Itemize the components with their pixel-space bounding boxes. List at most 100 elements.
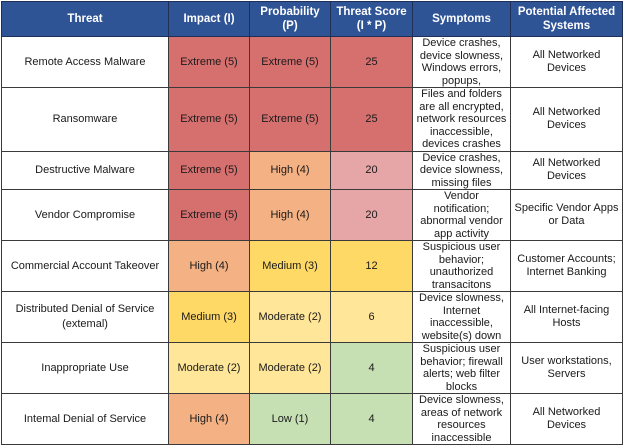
table-row: Destructive Malware Extreme (5) High (4) 20…: [1, 150, 623, 190]
affected-systems-text-cell: Specific Vendor Apps or Data: [510, 189, 623, 241]
table-row: Vendor Compromise Extreme (5) High (4) 20 Ve…: [1, 189, 623, 241]
header-score-line2: (I * P): [356, 20, 387, 32]
probability-value-cell: Moderate (2): [249, 291, 331, 343]
symptoms-text-cell: Device crashes, device slowness, missing…: [412, 150, 511, 190]
symptoms-text: Suspicious user behavior; unauthorized t…: [422, 241, 501, 291]
threat-score-value-cell: 12: [330, 240, 413, 292]
probability-value: Medium (3): [262, 260, 318, 272]
probability-value: Moderate (2): [258, 362, 322, 374]
affected-systems-text: All Networked Devices: [532, 406, 601, 431]
impact-value: High (4): [189, 413, 229, 425]
threat-score-value-cell: 25: [330, 87, 413, 152]
probability-value-cell: High (4): [249, 150, 331, 190]
impact-value-cell: High (4): [168, 393, 250, 445]
impact-value: Extreme (5): [180, 164, 238, 177]
symptoms-text: Device slowness, areas of network resour…: [419, 394, 504, 444]
impact-value: Medium (3): [181, 311, 237, 323]
threat-name: Intemal Denial of Service: [23, 412, 147, 425]
threat-name: Inappropriate Use: [41, 361, 129, 374]
affected-systems-text: Customer Accounts; Internet Banking: [517, 253, 616, 278]
probability-value-cell: Moderate (2): [249, 342, 331, 394]
threat-score-value: 4: [368, 413, 375, 425]
threat-score-value: 25: [365, 113, 378, 126]
header-row: Threat Impact (I) Probability (P) Threat…: [1, 1, 623, 37]
table-row: Intemal Denial of Service High (4) Low (1)…: [1, 393, 623, 445]
symptoms-text-cell: Device slowness, Internet inaccessible, …: [412, 291, 511, 343]
affected-systems-text-cell: All Networked Devices: [510, 87, 623, 152]
header-score-line1: Threat Score: [336, 6, 407, 18]
symptoms-text-cell: Vendor notification; abnormal vendor app…: [412, 189, 511, 241]
header-impact: Impact (I): [168, 1, 250, 37]
threat-name-cell: Destructive Malware: [1, 150, 169, 190]
table-row: Remote Access Malware Extreme (5) Extreme …: [1, 36, 623, 88]
impact-value: Extreme (5): [180, 209, 238, 221]
threat-name: Ransomware: [52, 112, 118, 125]
threat-name-cell: Commercial Account Takeover: [1, 240, 169, 292]
threat-score-value-cell: 20: [330, 150, 413, 190]
probability-value: Extreme (5): [261, 113, 319, 126]
affected-systems-text-cell: User workstations, Servers: [510, 342, 623, 394]
impact-value-cell: Medium (3): [168, 291, 250, 343]
probability-value-cell: Low (1): [249, 393, 331, 445]
header-impact-label: Impact (I): [183, 13, 235, 25]
impact-value-cell: Extreme (5): [168, 87, 250, 152]
affected-systems-text: All Networked Devices: [532, 49, 601, 74]
threat-score-value: 20: [365, 209, 378, 221]
header-affected-systems: Potential Affected Systems: [510, 1, 623, 37]
threat-score-value-cell: 4: [330, 393, 413, 445]
header-symptoms-label: Symptoms: [432, 13, 491, 25]
threat-score-value: 25: [365, 56, 378, 68]
impact-value: Moderate (2): [177, 362, 241, 374]
table-row: Commercial Account Takeover High (4) Mediu…: [1, 240, 623, 292]
probability-value-cell: Extreme (5): [249, 87, 331, 152]
threat-name-cell: Distributed Denial of Service (extemal): [1, 291, 169, 343]
threat-score-value: 6: [368, 311, 375, 323]
threat-name: Remote Access Malware: [24, 55, 146, 68]
impact-value-cell: Extreme (5): [168, 189, 250, 241]
threat-score-value: 4: [368, 362, 375, 374]
probability-value-cell: High (4): [249, 189, 331, 241]
header-systems-line2: Systems: [542, 20, 591, 32]
impact-value-cell: Extreme (5): [168, 150, 250, 190]
table-row: Ransomware Extreme (5) Extreme (5) 25 Files …: [1, 87, 623, 152]
header-probability-label: Probability (P): [260, 6, 320, 32]
probability-value: Extreme (5): [261, 56, 319, 68]
probability-value: High (4): [270, 164, 310, 177]
probability-value: Moderate (2): [258, 311, 322, 323]
header-threat: Threat: [1, 1, 169, 37]
probability-value-cell: Extreme (5): [249, 36, 331, 88]
affected-systems-text-cell: All Networked Devices: [510, 393, 623, 445]
symptoms-text-cell: Device crashes, device slowness, Windows…: [412, 36, 511, 88]
symptoms-text-cell: Device slowness, areas of network resour…: [412, 393, 511, 445]
impact-value-cell: Extreme (5): [168, 36, 250, 88]
threat-name-cell: Intemal Denial of Service: [1, 393, 169, 445]
affected-systems-text-cell: All Networked Devices: [510, 150, 623, 190]
threat-score-value-cell: 4: [330, 342, 413, 394]
symptoms-text-cell: Files and folders are all encrypted, net…: [412, 87, 511, 152]
affected-systems-text-cell: Customer Accounts; Internet Banking: [510, 240, 623, 292]
affected-systems-text: User workstations, Servers: [521, 355, 612, 380]
symptoms-text-cell: Suspicious user behavior; firewall alert…: [412, 342, 511, 394]
affected-systems-text: Specific Vendor Apps or Data: [514, 202, 619, 227]
impact-value: Extreme (5): [180, 56, 238, 68]
threat-score-value-cell: 6: [330, 291, 413, 343]
affected-systems-text: All Networked Devices: [532, 157, 601, 183]
threat-score-value-cell: 20: [330, 189, 413, 241]
threat-name: Distributed Denial of Service (extemal): [15, 303, 155, 330]
affected-systems-text-cell: All Networked Devices: [510, 36, 623, 88]
threat-name-cell: Vendor Compromise: [1, 189, 169, 241]
symptoms-text: Device crashes, device slowness, missing…: [419, 151, 504, 189]
table-row: Distributed Denial of Service (extemal) M…: [1, 291, 623, 343]
symptoms-text: Files and folders are all encrypted, net…: [416, 88, 507, 150]
header-systems-line1: Potential Affected: [517, 6, 616, 18]
probability-value-cell: Medium (3): [249, 240, 331, 292]
impact-value-cell: High (4): [168, 240, 250, 292]
header-probability: Probability (P): [249, 1, 331, 37]
symptoms-text: Suspicious user behavior; firewall alert…: [420, 343, 503, 393]
threat-name-cell: Inappropriate Use: [1, 342, 169, 394]
threat-score-value: 20: [365, 164, 378, 177]
impact-value-cell: Moderate (2): [168, 342, 250, 394]
symptoms-text: Vendor notification; abnormal vendor app…: [420, 190, 503, 240]
impact-value: Extreme (5): [180, 113, 238, 126]
